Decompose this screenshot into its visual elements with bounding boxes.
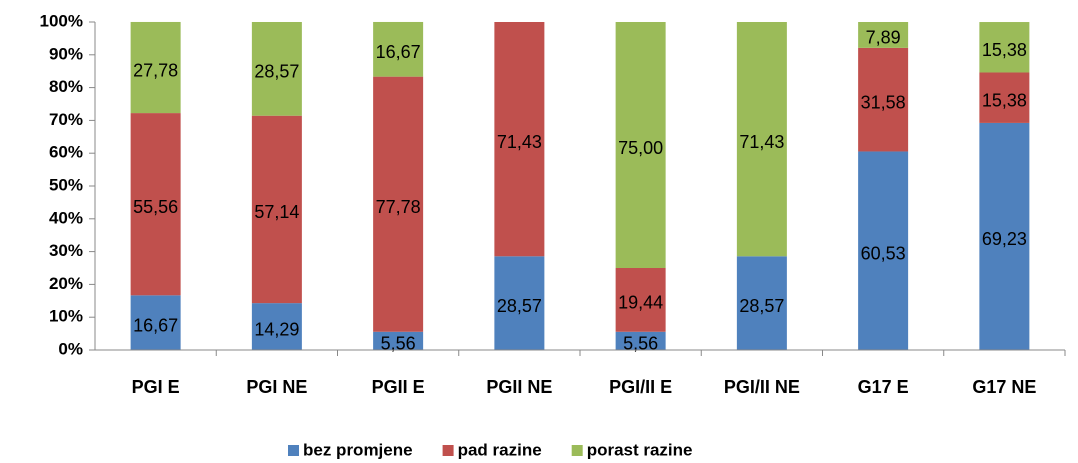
bar-segment [979,22,1030,73]
bar-segment [373,21,424,77]
value-label: 28,57 [254,62,299,82]
value-label: 71,43 [739,132,784,152]
bar-segment [251,115,302,304]
legend-swatch [571,445,583,456]
value-label: 15,38 [982,90,1027,110]
bar-segment [130,295,181,350]
value-label: 7,89 [866,28,901,48]
bar-segment [979,72,1030,123]
value-label: 5,56 [381,334,416,354]
bar-segment [615,22,666,268]
x-tick-label: PGII NE [486,377,552,397]
bar-segment [373,76,424,332]
bar-segment [858,22,909,48]
y-tick-label: 60% [49,143,83,162]
value-label: 71,43 [497,132,542,152]
bar-segment [615,268,666,332]
bar-segment [615,331,666,350]
value-label: 5,56 [623,334,658,354]
bar-segment [373,331,424,350]
x-tick-label: PGII E [372,377,425,397]
legend-label: porast razine [587,440,693,459]
value-label: 75,00 [618,138,663,158]
x-tick-label: PGI/II NE [724,377,800,397]
y-tick-label: 10% [49,307,83,326]
x-tick-label: PGI/II E [609,377,672,397]
x-tick-label: G17 NE [972,377,1036,397]
bar-segment [494,256,545,350]
y-tick-label: 30% [49,241,83,260]
y-tick-label: 90% [49,44,83,63]
legend-label: pad razine [458,440,542,459]
x-tick-label: PGI E [132,377,180,397]
value-label: 55,56 [133,197,178,217]
bar-segment [251,22,302,116]
value-label: 28,57 [739,296,784,316]
bar-segment [979,122,1030,350]
value-label: 16,67 [376,42,421,62]
value-label: 15,38 [982,40,1027,60]
value-label: 60,53 [861,243,906,263]
bar-segment [494,22,545,257]
value-label: 69,23 [982,229,1027,249]
bar-segment [130,21,181,114]
bar-segment [736,22,787,257]
legend-swatch [442,445,454,456]
y-tick-label: 100% [40,11,83,30]
value-label: 16,67 [133,315,178,335]
bar-segment [130,113,181,296]
bar-segment [251,303,302,350]
value-label: 27,78 [133,60,178,80]
bar-segment [858,151,909,350]
value-label: 57,14 [254,202,299,222]
y-tick-label: 80% [49,77,83,96]
legend-label: bez promjene [303,440,413,459]
value-label: 19,44 [618,293,663,313]
value-label: 28,57 [497,296,542,316]
y-tick-label: 0% [58,339,83,358]
y-tick-label: 70% [49,110,83,129]
value-label: 31,58 [861,92,906,112]
y-tick-label: 20% [49,274,83,293]
x-tick-label: G17 E [858,377,909,397]
value-label: 14,29 [254,319,299,339]
bar-segment [736,256,787,350]
legend-swatch [288,445,299,456]
y-tick-label: 50% [49,175,83,194]
y-tick-label: 40% [49,208,83,227]
x-tick-label: PGI NE [246,377,307,397]
bar-segment [858,47,909,152]
value-label: 77,78 [376,197,421,217]
